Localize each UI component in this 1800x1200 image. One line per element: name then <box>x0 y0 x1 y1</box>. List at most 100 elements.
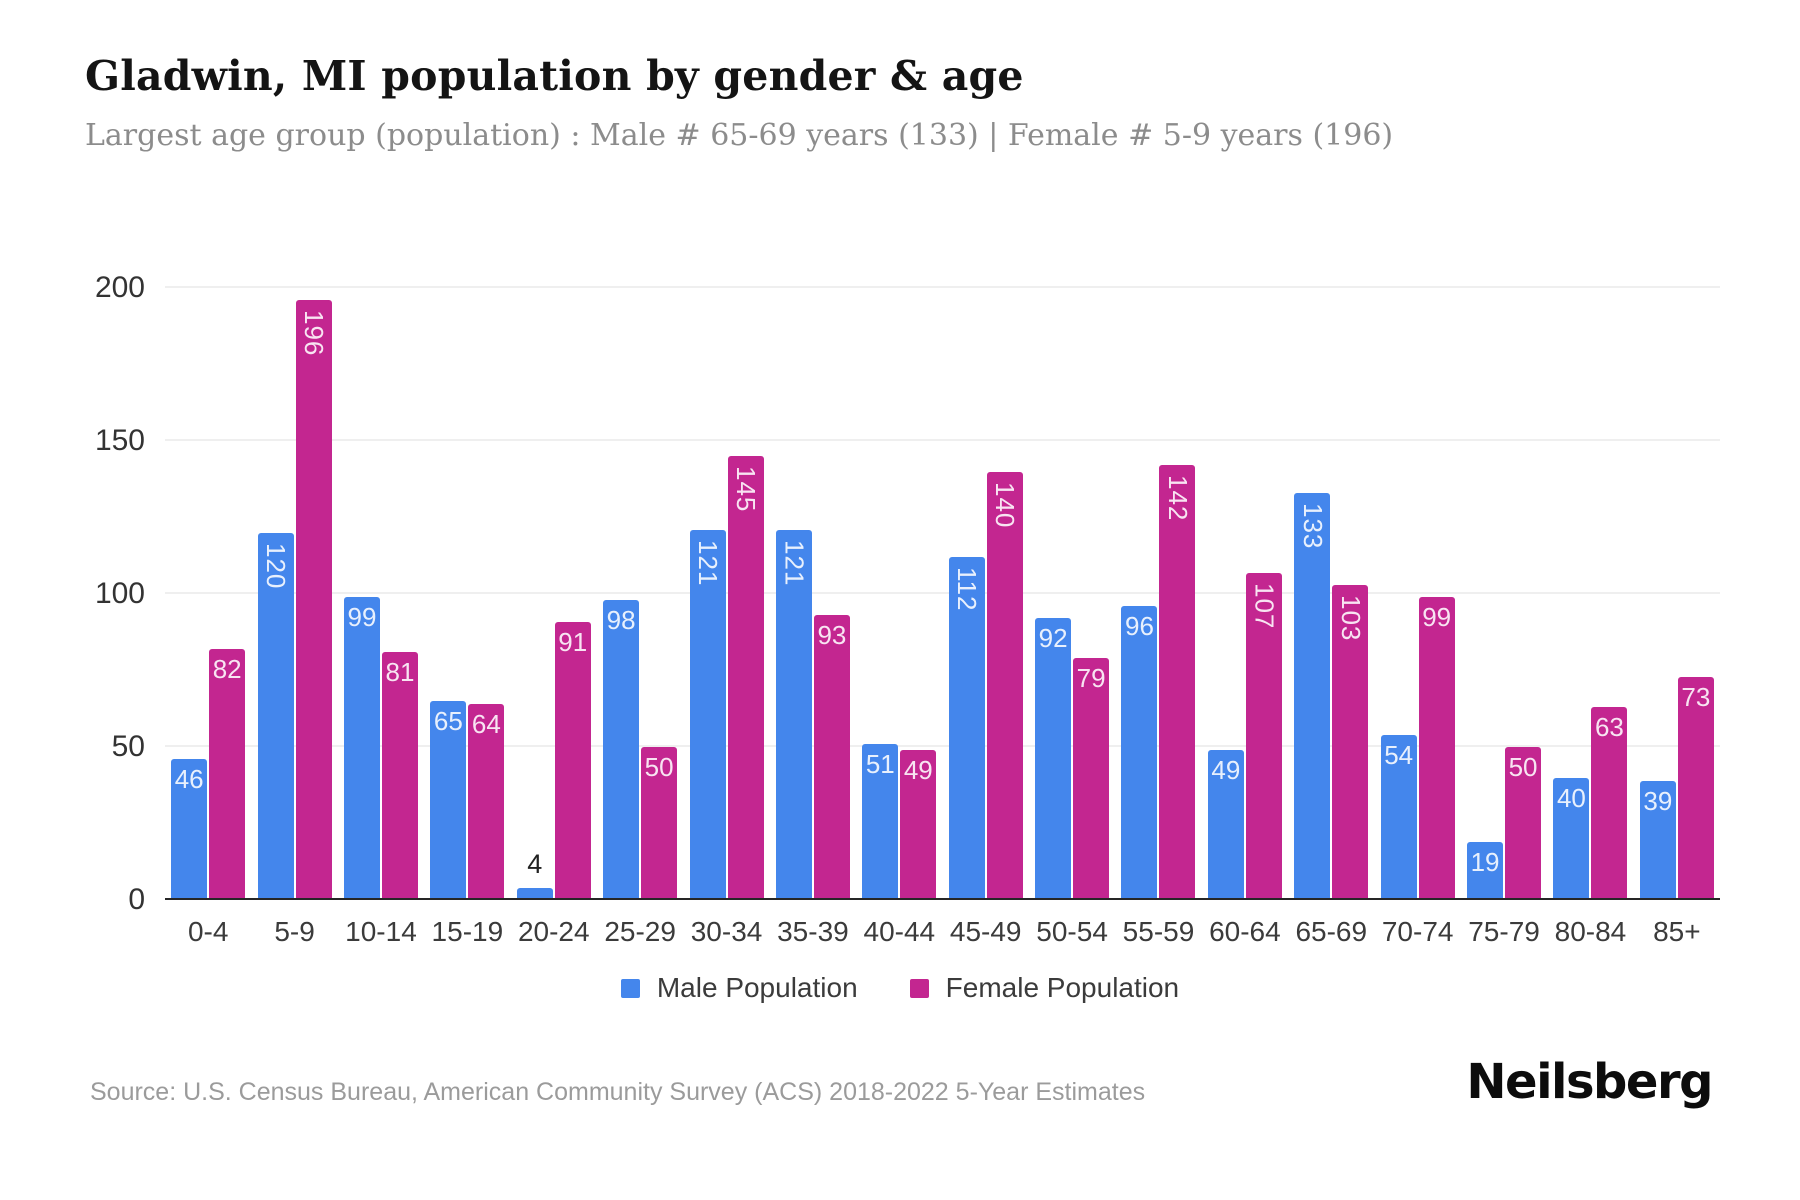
bar-group-40-44: 51 49 40-44 <box>856 288 942 947</box>
gridline-150 <box>165 439 1720 441</box>
bar-value-label: 46 <box>174 764 204 794</box>
bar-female-5-9[interactable]: 196 <box>295 300 332 900</box>
bar-female-75-79[interactable]: 50 <box>1505 747 1542 900</box>
x-axis-label-20-24: 20-24 <box>517 916 590 947</box>
bar-male-5-9[interactable]: 120 <box>257 533 294 900</box>
y-tick-label-0: 0 <box>128 883 145 916</box>
x-axis-label-70-74: 70-74 <box>1381 916 1454 947</box>
bar-male-55-59[interactable]: 96 <box>1121 606 1158 900</box>
bar-value-label: 133 <box>1297 503 1328 550</box>
bar-female-40-44[interactable]: 49 <box>900 750 937 900</box>
bar-group-5-9: 120 196 5-9 <box>251 288 337 947</box>
bar-value-label: 121 <box>779 540 810 587</box>
x-axis-label-50-54: 50-54 <box>1036 916 1108 947</box>
bar-value-label: 73 <box>1681 682 1711 712</box>
bar-value-label: 145 <box>731 466 762 513</box>
bar-value-label: 64 <box>471 709 501 739</box>
bar-value-label: 93 <box>817 620 847 650</box>
bar-female-25-29[interactable]: 50 <box>641 747 678 900</box>
chart-title: Gladwin, MI population by gender & age <box>85 52 1024 100</box>
bar-male-50-54[interactable]: 92 <box>1035 618 1072 900</box>
x-axis-label-25-29: 25-29 <box>604 916 676 947</box>
legend-item-female[interactable]: Female Population <box>909 972 1180 1004</box>
bar-male-10-14[interactable]: 99 <box>343 597 380 900</box>
bar-value-label: 79 <box>1076 663 1106 693</box>
bar-value-label: 120 <box>261 543 292 590</box>
source-note: Source: U.S. Census Bureau, American Com… <box>90 1078 1146 1106</box>
chart-subtitle: Largest age group (population) : Male # … <box>85 118 1394 153</box>
bar-value-label: 92 <box>1038 623 1068 653</box>
bar-group-10-14: 99 81 10-14 <box>338 288 424 947</box>
legend-label: Female Population <box>945 972 1180 1003</box>
bar-male-20-24[interactable]: 4 <box>516 849 553 900</box>
bar-male-65-69[interactable]: 133 <box>1294 493 1331 900</box>
bar-female-10-14[interactable]: 81 <box>381 652 418 900</box>
bar-female-0-4[interactable]: 82 <box>209 649 246 900</box>
bar-male-25-29[interactable]: 98 <box>603 600 640 900</box>
bar-value-label: 140 <box>990 482 1021 529</box>
bar-value-label: 50 <box>1508 752 1538 782</box>
bar-male-40-44[interactable]: 51 <box>862 744 899 900</box>
bar-value-label: 63 <box>1594 712 1624 742</box>
x-axis-label-15-19: 15-19 <box>431 916 504 947</box>
bar-female-70-74[interactable]: 99 <box>1418 597 1455 900</box>
bar-female-85+[interactable]: 73 <box>1677 677 1714 900</box>
x-axis-label-35-39: 35-39 <box>777 916 849 947</box>
bar-female-15-19[interactable]: 64 <box>468 704 505 900</box>
plot-area: 46 82 0-4 120 196 5-9 99 81 10-14 65 64 15-19 4 91 20-… <box>95 271 1720 947</box>
x-axis-label-75-79: 75-79 <box>1468 916 1540 947</box>
bar-group-0-4: 46 82 0-4 <box>165 288 251 947</box>
bar-female-30-34[interactable]: 145 <box>727 456 764 900</box>
bar-group-65-69: 133 103 65-69 <box>1288 288 1374 947</box>
bar-female-50-54[interactable]: 79 <box>1073 658 1110 900</box>
bar-male-45-49[interactable]: 112 <box>948 557 985 900</box>
bar-value-label: 40 <box>1556 783 1586 813</box>
bar-value-label: 98 <box>606 605 636 635</box>
y-tick-label-100: 100 <box>94 577 145 610</box>
bar-male-35-39[interactable]: 121 <box>775 530 812 900</box>
bar-value-label: 4 <box>527 849 543 879</box>
bar-value-label: 103 <box>1335 595 1366 642</box>
bar-male-60-64[interactable]: 49 <box>1207 750 1244 900</box>
bar-male-0-4[interactable]: 46 <box>171 759 208 900</box>
bar-value-label: 51 <box>865 749 895 779</box>
bar-value-label: 99 <box>347 602 377 632</box>
x-axis-label-80-84: 80-84 <box>1554 916 1627 947</box>
gridline-100 <box>165 592 1720 594</box>
bar-male-80-84[interactable]: 40 <box>1553 778 1590 900</box>
bar-value-label: 99 <box>1422 602 1452 632</box>
bar-group-25-29: 98 50 25-29 <box>597 288 683 947</box>
bar-female-80-84[interactable]: 63 <box>1591 707 1628 900</box>
bar-value-label: 196 <box>299 310 330 357</box>
bar-female-65-69[interactable]: 103 <box>1332 585 1369 900</box>
bar-male-15-19[interactable]: 65 <box>430 701 467 900</box>
gridline-50 <box>165 745 1720 747</box>
bar-group-30-34: 121 145 30-34 <box>683 288 769 947</box>
bar-value-label: 19 <box>1470 847 1500 877</box>
x-axis-label-55-59: 55-59 <box>1122 916 1195 947</box>
gridline-200 <box>165 286 1720 288</box>
legend-item-male[interactable]: Male Population <box>620 972 858 1004</box>
x-axis-label-60-64: 60-64 <box>1209 916 1281 947</box>
legend: Male Population Female Population <box>0 972 1800 1004</box>
bar-male-70-74[interactable]: 54 <box>1380 735 1417 900</box>
bar-male-30-34[interactable]: 121 <box>689 530 726 900</box>
bar-group-15-19: 65 64 15-19 <box>424 288 510 947</box>
bar-female-45-49[interactable]: 140 <box>986 472 1023 900</box>
x-axis-label-30-34: 30-34 <box>690 916 763 947</box>
bar-group-70-74: 54 99 70-74 <box>1374 288 1460 947</box>
bar-female-55-59[interactable]: 142 <box>1159 465 1196 900</box>
bar-value-label: 142 <box>1162 475 1193 522</box>
bar-male-85+[interactable]: 39 <box>1639 781 1676 900</box>
bar-value-label: 91 <box>558 627 588 657</box>
bar-group-75-79: 19 50 75-79 <box>1461 288 1547 947</box>
bar-female-20-24[interactable]: 91 <box>554 622 591 900</box>
legend-label: Male Population <box>656 972 858 1003</box>
bar-female-60-64[interactable]: 107 <box>1245 573 1282 900</box>
bar-group-35-39: 121 93 35-39 <box>770 288 856 947</box>
bar-male-75-79[interactable]: 19 <box>1467 842 1504 900</box>
bar-female-35-39[interactable]: 93 <box>813 615 850 900</box>
x-axis-label-65-69: 65-69 <box>1295 916 1368 947</box>
x-axis-label-85+: 85+ <box>1653 916 1701 947</box>
